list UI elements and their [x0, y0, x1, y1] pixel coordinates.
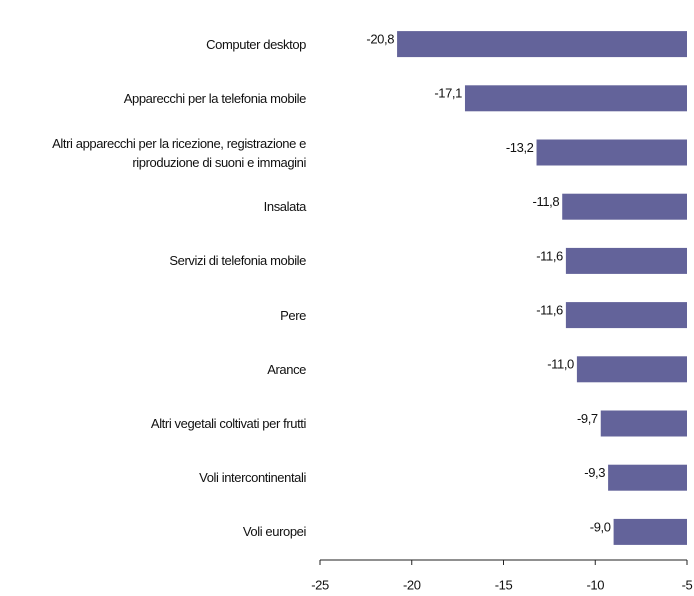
bar: [565, 302, 687, 329]
category-label: Altri apparecchi per la ricezione, regis…: [52, 135, 306, 170]
bar: [600, 410, 687, 437]
x-tick-label: -20: [403, 577, 421, 592]
bar: [464, 85, 687, 112]
category-label: Apparecchi per la telefonia mobile: [123, 90, 307, 106]
category-label: Insalata: [263, 199, 307, 215]
value-label: -11,8: [533, 194, 560, 209]
value-label: -20,8: [366, 32, 394, 47]
x-tick-label: -5: [682, 577, 693, 592]
value-label: -11,6: [536, 303, 563, 318]
value-label: -9,0: [590, 519, 611, 534]
category-label: Pere: [280, 307, 306, 323]
category-label: Altri vegetali coltivati per frutti: [150, 416, 306, 431]
value-label: -13,2: [506, 140, 534, 155]
value-label: -9,3: [584, 465, 605, 480]
bar: [613, 518, 687, 545]
category-label: Voli intercontinentali: [199, 470, 306, 486]
bar: [576, 356, 687, 383]
x-tick-label: -15: [495, 577, 513, 592]
x-tick-label: -25: [311, 577, 329, 592]
category-label: Computer desktop: [206, 36, 306, 52]
category-label: Servizi di telefonia mobile: [169, 253, 306, 269]
value-label: -9,7: [577, 411, 598, 426]
category-label: Arance: [267, 361, 306, 377]
bar: [536, 139, 687, 166]
x-tick-label: -10: [586, 577, 604, 592]
bar: [608, 464, 687, 491]
value-label: -17,1: [434, 86, 462, 101]
value-label: -11,6: [536, 248, 563, 263]
bar: [565, 247, 687, 274]
bar: [562, 193, 687, 220]
value-label: -11,0: [547, 357, 574, 372]
bar: [397, 31, 687, 58]
category-label: Voli europei: [242, 524, 307, 540]
